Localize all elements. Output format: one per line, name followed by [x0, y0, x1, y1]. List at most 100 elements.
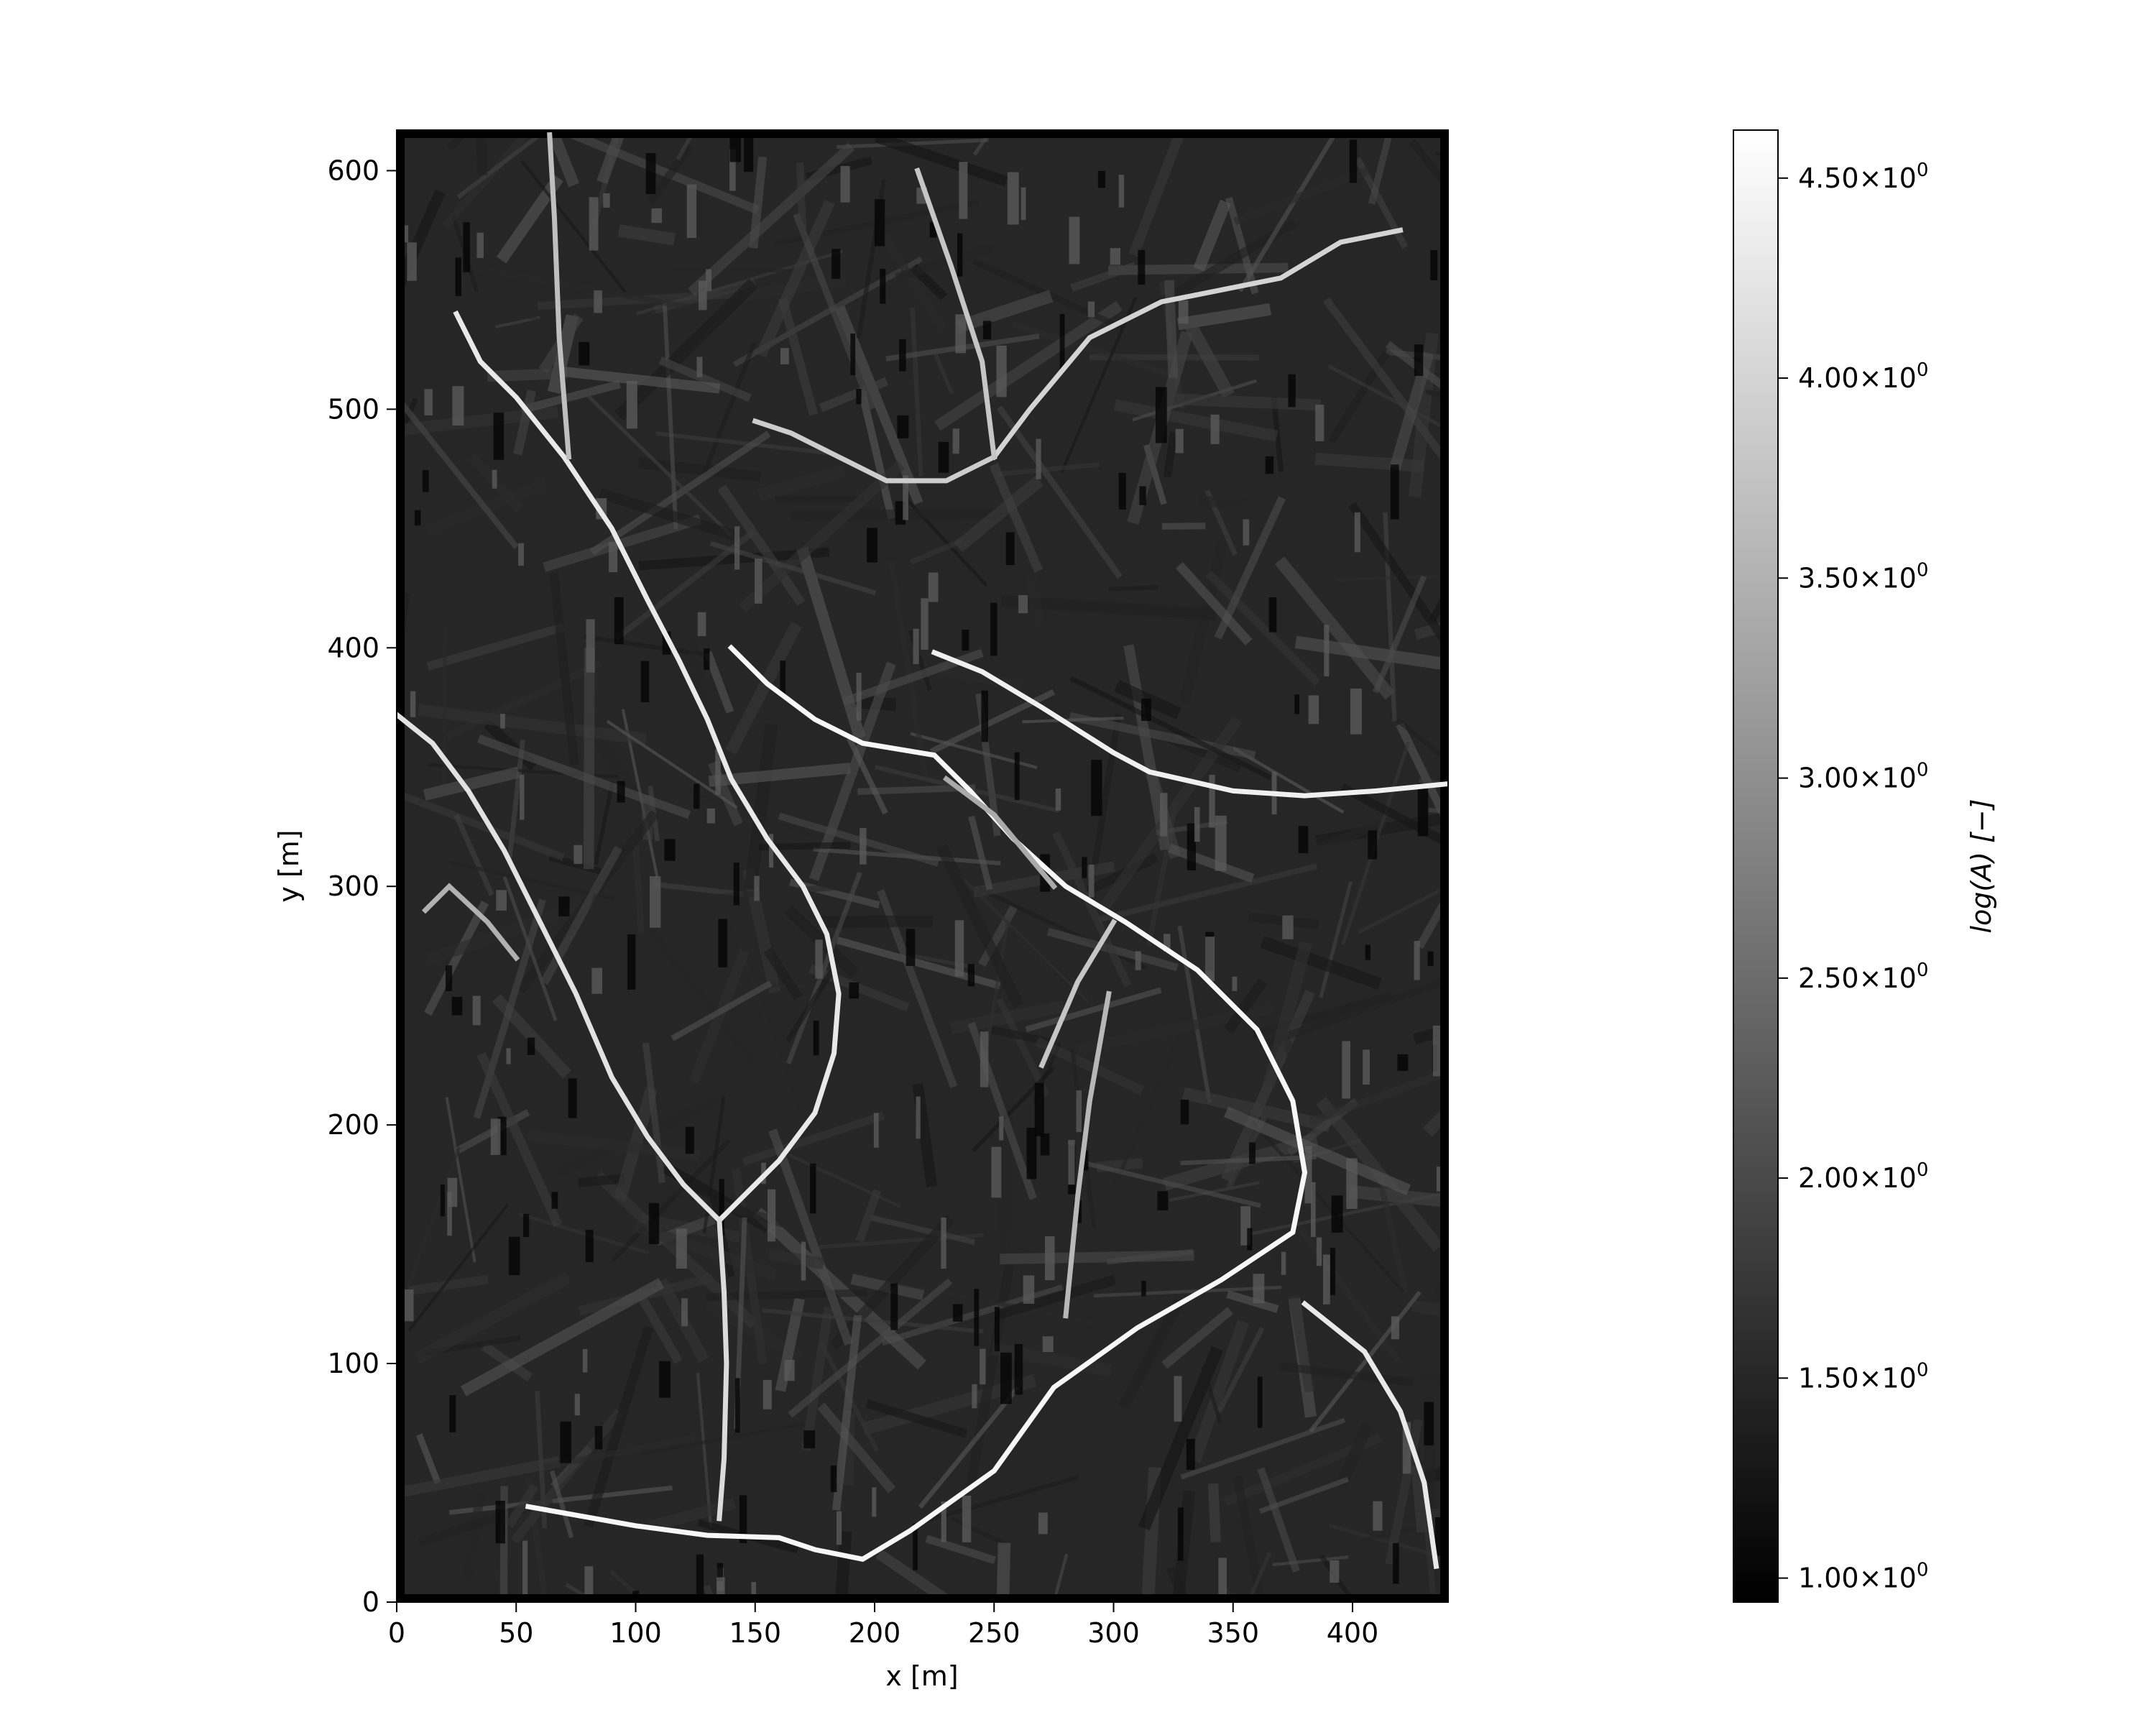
- terrain-streak: [744, 723, 778, 891]
- terrain-streak: [397, 1146, 461, 1312]
- terrain-streak: [888, 559, 929, 779]
- terrain-streak: [1233, 1475, 1266, 1602]
- terrain-pixel: [1082, 1150, 1089, 1171]
- terrain-pixel: [506, 1048, 511, 1064]
- terrain-streak: [589, 431, 771, 556]
- terrain-pixel: [874, 199, 885, 247]
- terrain-streak: [1258, 1476, 1350, 1514]
- terrain-pixel: [1157, 1191, 1169, 1210]
- terrain-streak: [966, 1264, 1015, 1487]
- terrain-pixel: [733, 862, 740, 906]
- terrain-streak: [1271, 397, 1284, 472]
- terrain-streak: [442, 130, 535, 229]
- terrain-pixel: [1282, 915, 1294, 939]
- terrain-pixel: [446, 965, 453, 991]
- terrain-pixel: [755, 558, 763, 604]
- terrain-pixel: [579, 341, 590, 366]
- terrain-pixel: [1034, 1082, 1044, 1136]
- terrain-streak: [1424, 1465, 1448, 1484]
- terrain-pixel: [1373, 1501, 1383, 1531]
- terrain-streak: [476, 1052, 563, 1228]
- terrain-streak: [1263, 976, 1448, 1047]
- terrain-pixel: [402, 1289, 414, 1322]
- channel: [990, 227, 1404, 461]
- terrain-streak: [652, 881, 745, 897]
- terrain-streak: [1434, 151, 1448, 158]
- terrain-streak: [703, 1584, 716, 1602]
- terrain-pixel: [493, 413, 505, 460]
- terrain-streak: [785, 964, 838, 1043]
- colorbar-tick-label: 3.50×100: [1798, 559, 1928, 594]
- terrain-streak: [877, 228, 946, 331]
- terrain-streak: [505, 1483, 539, 1528]
- terrain-pixel: [1390, 464, 1399, 520]
- terrain-pixel: [1155, 387, 1167, 443]
- terrain-pixel: [659, 1361, 671, 1398]
- y-tick-label: 400: [327, 632, 379, 663]
- x-tick-label: 300: [1087, 1617, 1140, 1649]
- terrain-streak: [417, 704, 647, 745]
- terrain-streak: [1163, 431, 1178, 478]
- terrain-pixel: [1315, 405, 1325, 441]
- terrain-streak: [837, 138, 989, 150]
- terrain-streak: [954, 475, 1044, 553]
- terrain-pixel: [1432, 1025, 1442, 1077]
- terrain-streak: [910, 307, 923, 477]
- terrain-pixel: [1414, 941, 1420, 980]
- terrain-streak: [496, 174, 563, 264]
- terrain-streak: [1177, 925, 1212, 1104]
- terrain-pixel: [872, 1487, 877, 1517]
- terrain-pixel: [522, 1540, 528, 1597]
- terrain-pixel: [780, 661, 786, 696]
- terrain-streak: [796, 162, 807, 231]
- terrain-streak: [662, 302, 678, 530]
- terrain-pixel: [867, 528, 877, 563]
- x-tick-label: 200: [849, 1617, 901, 1649]
- terrain-streak: [638, 1296, 683, 1364]
- x-tick-label: 0: [388, 1617, 405, 1649]
- terrain-pixel: [921, 598, 929, 650]
- terrain-texture: [397, 130, 1448, 1602]
- terrain-pixel: [994, 1307, 1000, 1351]
- channel: [525, 644, 1308, 1562]
- terrain-streak: [1169, 1181, 1260, 1202]
- terrain-pixel: [719, 1179, 724, 1236]
- terrain-pixel: [999, 1116, 1004, 1141]
- terrain-streak: [473, 898, 546, 1119]
- terrain-streak: [855, 1189, 882, 1243]
- terrain-streak: [561, 366, 721, 394]
- terrain-streak: [1070, 262, 1137, 292]
- terrain-streak: [1303, 819, 1387, 857]
- terrain-pixel: [913, 1523, 918, 1570]
- terrain-streak: [685, 637, 713, 724]
- terrain-pixel: [664, 839, 676, 861]
- terrain-streak: [487, 367, 568, 382]
- terrain-pixel: [974, 1289, 980, 1346]
- terrain-streak: [413, 1271, 571, 1364]
- terrain-streak: [1179, 539, 1229, 705]
- channel: [942, 775, 1058, 891]
- terrain-streak: [912, 953, 977, 970]
- channel-network: [397, 132, 1448, 1570]
- terrain-pixel: [1288, 374, 1296, 408]
- terrain-streak: [956, 290, 1054, 334]
- terrain-pixel: [996, 345, 1007, 397]
- terrain-streak: [1090, 713, 1122, 872]
- terrain-pixel: [1005, 532, 1015, 566]
- terrain-pixel: [980, 1348, 986, 1385]
- terrain-pixel: [455, 257, 461, 296]
- terrain-pixel: [1174, 1376, 1182, 1422]
- terrain-pixel: [981, 690, 988, 742]
- terrain-pixel: [495, 1500, 505, 1544]
- terrain-streak: [1113, 399, 1279, 442]
- terrain-streak: [936, 844, 1024, 1008]
- terrain-pixel: [1402, 1422, 1411, 1474]
- terrain-pixel: [801, 1241, 806, 1281]
- terrain-pixel: [763, 1379, 772, 1409]
- y-tick-label: 100: [327, 1348, 379, 1379]
- terrain-streak: [1272, 1555, 1349, 1567]
- terrain-pixel: [1055, 788, 1061, 811]
- terrain-streak: [1014, 812, 1081, 822]
- terrain-pixel: [626, 380, 637, 429]
